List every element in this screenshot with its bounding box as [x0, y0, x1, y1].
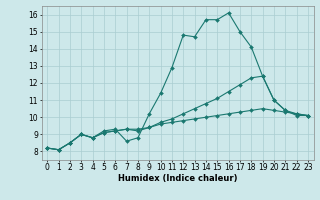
X-axis label: Humidex (Indice chaleur): Humidex (Indice chaleur) [118, 174, 237, 183]
